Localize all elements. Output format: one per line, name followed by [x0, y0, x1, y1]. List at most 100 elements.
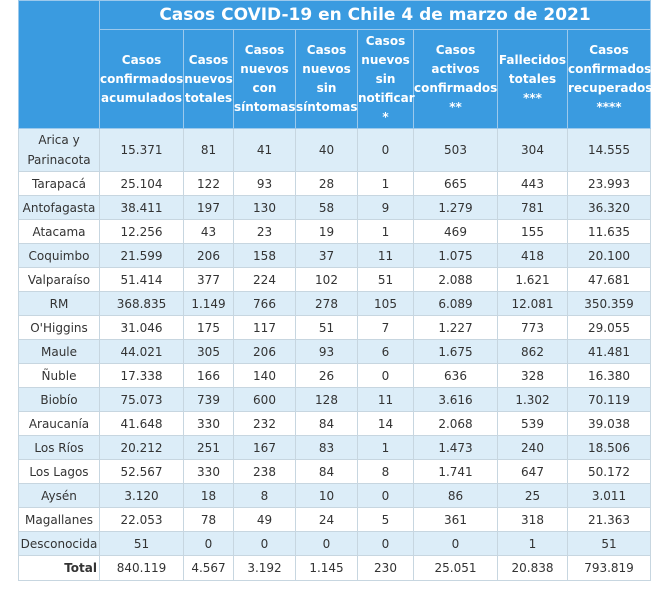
value-cell: 2.068 — [413, 411, 498, 436]
value-cell: 766 — [233, 291, 296, 316]
column-header-line: *** — [523, 90, 542, 105]
value-cell: 5 — [357, 507, 414, 532]
value-cell: 36.320 — [566, 195, 652, 220]
region-cell: Maule — [18, 339, 100, 364]
value-cell: 38.411 — [99, 195, 184, 220]
value-cell: 58 — [295, 195, 358, 220]
value-cell: 7 — [357, 315, 414, 340]
value-cell: 21.599 — [99, 243, 184, 268]
value-cell: 304 — [497, 128, 568, 172]
value-cell: 11 — [357, 387, 414, 412]
value-cell: 773 — [497, 315, 568, 340]
column-header-line: totales — [184, 90, 233, 105]
value-cell: 51 — [99, 531, 184, 556]
covid-cases-table: Casos COVID-19 en Chile 4 de marzo de 20… — [18, 0, 653, 581]
column-header-line: recuperados — [568, 81, 653, 95]
value-cell: 8 — [357, 459, 414, 484]
value-cell: 3.616 — [413, 387, 498, 412]
value-cell: 2.088 — [413, 267, 498, 292]
region-cell: Coquimbo — [18, 243, 100, 268]
value-cell: 232 — [233, 411, 296, 436]
value-cell: 20.100 — [566, 243, 652, 268]
value-cell: 1 — [497, 531, 568, 556]
column-header-line: sin — [316, 81, 337, 95]
table-row: Maule 44.021 305 206 93 6 1.675 862 41.481 — [18, 339, 652, 364]
value-cell: 122 — [183, 171, 234, 196]
value-cell: 328 — [497, 363, 568, 388]
value-cell: 600 — [233, 387, 296, 412]
value-cell: 14.555 — [566, 128, 652, 172]
total-row: Total 840.119 4.567 3.192 1.145 230 25.051 20.8… — [18, 555, 652, 581]
value-cell: 81 — [183, 128, 234, 172]
value-cell: 20.212 — [99, 435, 184, 460]
value-cell: 350.359 — [566, 291, 652, 316]
value-cell: 78 — [183, 507, 234, 532]
value-cell: 368.835 — [99, 291, 184, 316]
value-cell: 15.371 — [99, 128, 184, 172]
value-cell: 1 — [357, 219, 414, 244]
value-cell: 41.481 — [566, 339, 652, 364]
column-header-row: Casos confirmados acumulados Casos nuevos tot… — [19, 29, 653, 129]
table-row: O'Higgins 31.046 175 117 51 7 1.227 773 29.055 — [18, 315, 652, 340]
value-cell: 29.055 — [566, 315, 652, 340]
value-cell: 503 — [413, 128, 498, 172]
column-header-line: confirmados — [100, 71, 184, 86]
value-cell: 12.256 — [99, 219, 184, 244]
value-cell: 11.635 — [566, 219, 652, 244]
column-header-3: Casos nuevos con síntomas — [233, 29, 296, 129]
value-cell: 1.675 — [413, 339, 498, 364]
value-cell: 8 — [233, 483, 296, 508]
value-cell: 52.567 — [99, 459, 184, 484]
value-cell: 6.089 — [413, 291, 498, 316]
value-cell: 51.414 — [99, 267, 184, 292]
column-header-line: Fallecidos — [498, 52, 567, 67]
value-cell: 155 — [497, 219, 568, 244]
column-header-line: nuevos — [184, 71, 233, 86]
table-row: Los Ríos 20.212 251 167 83 1 1.473 240 18.506 — [18, 435, 652, 460]
value-cell: 14 — [357, 411, 414, 436]
value-cell: 1.149 — [183, 291, 234, 316]
column-header-line: Casos — [244, 43, 285, 57]
table-row: Araucanía 41.648 330 232 84 14 2.068 539 39.038 — [18, 411, 652, 436]
value-cell: 0 — [357, 363, 414, 388]
covid-table-container: Casos COVID-19 en Chile 4 de marzo de 20… — [18, 0, 653, 581]
region-cell: Atacama — [18, 219, 100, 244]
value-cell: 83 — [295, 435, 358, 460]
table-row: Atacama 12.256 43 23 19 1 469 155 11.635 — [18, 219, 652, 244]
value-cell: 24 — [295, 507, 358, 532]
table-row: Desconocida 51 0 0 0 0 0 1 51 — [18, 531, 652, 556]
header-corner — [18, 0, 100, 129]
value-cell: 377 — [183, 267, 234, 292]
column-header-line: nuevos — [302, 62, 351, 76]
value-cell: 278 — [295, 291, 358, 316]
value-cell: 305 — [183, 339, 234, 364]
value-cell: 17.338 — [99, 363, 184, 388]
total-value-cell: 230 — [357, 555, 414, 581]
column-header-line: con — [252, 81, 277, 95]
column-header-line: nuevos — [361, 52, 410, 67]
column-header-7: Fallecidos totales *** — [497, 29, 568, 129]
value-cell: 1 — [357, 171, 414, 196]
value-cell: 44.021 — [99, 339, 184, 364]
value-cell: 84 — [295, 459, 358, 484]
value-cell: 330 — [183, 459, 234, 484]
value-cell: 23 — [233, 219, 296, 244]
value-cell: 443 — [497, 171, 568, 196]
region-cell: O'Higgins — [18, 315, 100, 340]
column-header-line: ** — [449, 100, 462, 114]
value-cell: 0 — [357, 128, 414, 172]
column-header-1: Casos confirmados acumulados — [99, 29, 184, 129]
value-cell: 251 — [183, 435, 234, 460]
column-header-6: Casos activos confirmados ** — [413, 29, 498, 129]
value-cell: 418 — [497, 243, 568, 268]
value-cell: 16.380 — [566, 363, 652, 388]
value-cell: 50.172 — [566, 459, 652, 484]
region-cell: Biobío — [18, 387, 100, 412]
total-value-cell: 20.838 — [497, 555, 568, 581]
column-header-2: Casos nuevos totales — [183, 29, 234, 129]
column-header-line: Casos — [121, 52, 162, 67]
value-cell: 39.038 — [566, 411, 652, 436]
value-cell: 18.506 — [566, 435, 652, 460]
table-row: Tarapacá 25.104 122 93 28 1 665 443 23.993 — [18, 171, 652, 196]
column-header-line: confirmados — [414, 81, 498, 95]
